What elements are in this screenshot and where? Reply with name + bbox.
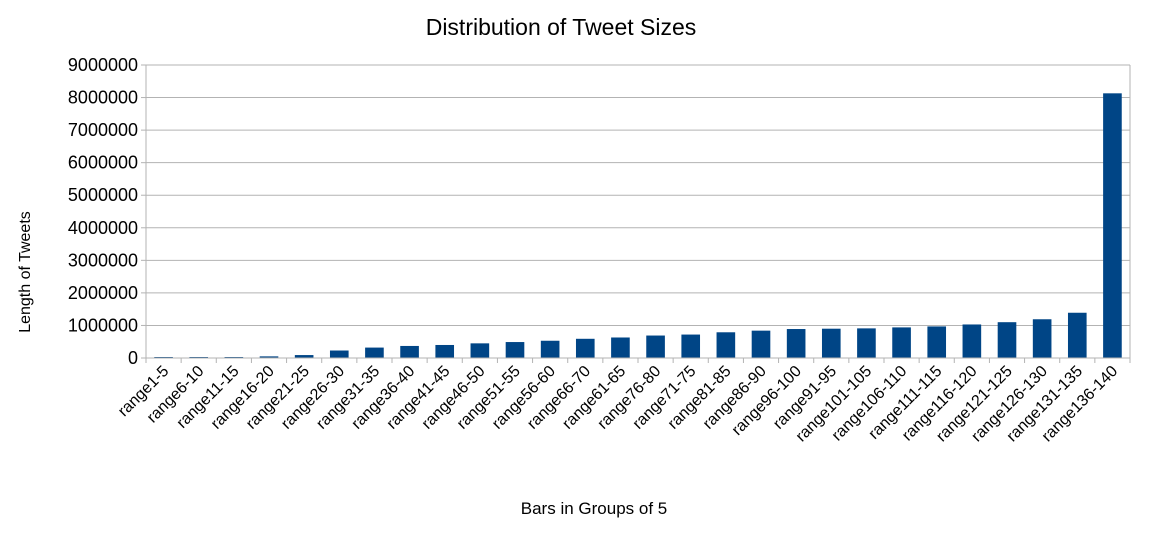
- bar: [259, 356, 279, 358]
- bar: [294, 355, 314, 358]
- bar: [540, 340, 560, 358]
- bar: [435, 344, 455, 358]
- bar: [786, 329, 806, 358]
- bar: [751, 330, 771, 358]
- y-tick-label: 9000000: [68, 55, 138, 75]
- bar: [400, 345, 419, 358]
- y-tick-label: 0: [128, 348, 138, 368]
- bar: [857, 328, 876, 358]
- y-tick-label: 2000000: [68, 283, 138, 303]
- y-tick-label: 7000000: [68, 120, 138, 140]
- y-tick-label: 6000000: [68, 153, 138, 173]
- bar: [575, 338, 595, 358]
- bar: [1067, 312, 1087, 358]
- y-tick-label: 5000000: [68, 185, 138, 205]
- bar: [1032, 319, 1052, 358]
- y-tick-label: 3000000: [68, 250, 138, 270]
- bar: [329, 350, 349, 358]
- bar: [892, 327, 911, 358]
- bar: [470, 343, 490, 358]
- y-tick-label: 8000000: [68, 88, 138, 108]
- chart-title: Distribution of Tweet Sizes: [425, 14, 697, 40]
- y-tick-label: 1000000: [68, 315, 138, 335]
- bar: [681, 334, 701, 358]
- y-tick-label: 4000000: [68, 218, 138, 238]
- bar: [997, 322, 1017, 358]
- bar: [646, 335, 665, 358]
- bar: [927, 326, 947, 358]
- bar: [611, 337, 630, 358]
- bar: [505, 342, 525, 358]
- x-axis-label: Bars in Groups of 5: [520, 499, 668, 518]
- bar: [962, 324, 982, 358]
- bar: [821, 328, 841, 358]
- bar: [1103, 93, 1122, 358]
- bar: [716, 332, 736, 358]
- bar: [365, 347, 384, 358]
